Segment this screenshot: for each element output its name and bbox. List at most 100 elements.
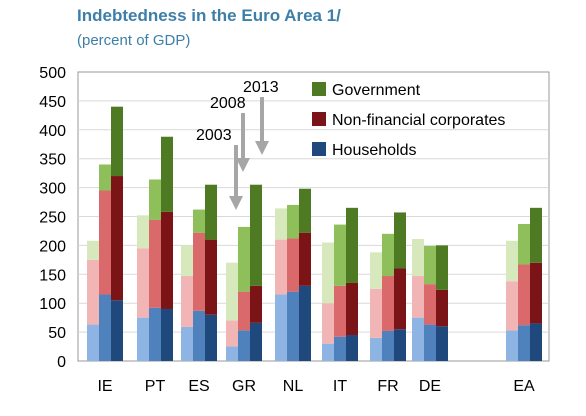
legend-swatch-government: [312, 82, 326, 96]
bar-fr-2003-government: [370, 252, 382, 289]
bar-gr-2003-households: [226, 346, 238, 361]
bar-ea-2013-households: [530, 323, 542, 361]
bar-ie-2008-households: [99, 294, 111, 361]
bar-es-2008-government: [193, 209, 205, 233]
bar-nl-2013-government: [299, 188, 311, 233]
annotation-2003: 2003: [196, 127, 232, 144]
bar-it-2003-government: [322, 242, 334, 304]
bar-nl-2003-non-financial-corporates: [275, 239, 287, 295]
bar-ea-2008-government: [518, 224, 530, 265]
bar-ea-2003-non-financial-corporates: [506, 281, 518, 331]
bar-es-2008-households: [193, 310, 205, 361]
y-tick-label: 150: [39, 267, 66, 284]
bar-de-2013-non-financial-corporates: [436, 289, 448, 327]
bar-de-2008-households: [424, 324, 436, 361]
bar-es-2013-households: [205, 314, 217, 361]
bar-es-2013-government: [205, 184, 217, 240]
x-axis-tick-labels: IE PT ES GR NL IT FR DE EA: [97, 378, 535, 395]
bar-it-2013-households: [346, 334, 358, 361]
bar-ea-2003-government: [506, 240, 518, 282]
y-tick-label: 250: [39, 210, 66, 227]
x-tick-label-de: DE: [419, 378, 441, 395]
bar-pt-2008-non-financial-corporates: [149, 219, 161, 308]
legend-swatch-households: [312, 142, 326, 156]
bar-ie-2008-non-financial-corporates: [99, 190, 111, 295]
bar-nl-2008-non-financial-corporates: [287, 238, 299, 292]
bar-ie-2013-households: [111, 300, 123, 361]
bar-ea-2003-households: [506, 330, 518, 361]
bar-de-2013-government: [436, 245, 448, 290]
bar-es-2003-non-financial-corporates: [181, 276, 193, 327]
bar-de-2003-non-financial-corporates: [412, 276, 424, 318]
bar-gr-2008-government: [238, 226, 250, 292]
x-tick-label-gr: GR: [232, 378, 256, 395]
bar-es-2008-non-financial-corporates: [193, 232, 205, 311]
bar-ie-2013-non-financial-corporates: [111, 176, 123, 301]
bar-it-2008-households: [334, 336, 346, 361]
x-tick-label-nl: NL: [283, 378, 304, 395]
y-tick-label: 50: [48, 325, 66, 342]
bar-fr-2008-non-financial-corporates: [382, 276, 394, 331]
bar-de-2008-government: [424, 245, 436, 285]
legend-label-government: Government: [332, 82, 421, 99]
bar-es-2003-government: [181, 245, 193, 277]
bar-it-2003-non-financial-corporates: [322, 303, 334, 344]
bar-gr-2008-households: [238, 330, 250, 361]
bar-nl-2008-government: [287, 204, 299, 239]
bar-es-2003-households: [181, 326, 193, 361]
bar-nl-2003-government: [275, 208, 287, 240]
x-tick-label-fr: FR: [377, 378, 398, 395]
bar-de-2003-government: [412, 239, 424, 277]
chart-subtitle: (percent of GDP): [77, 32, 191, 49]
y-tick-label: 350: [39, 152, 66, 169]
bar-gr-2013-households: [250, 322, 262, 361]
annotation-2013: 2013: [243, 79, 279, 96]
bar-de-2013-households: [436, 326, 448, 361]
y-tick-label: 450: [39, 94, 66, 111]
bar-pt-2013-government: [161, 136, 173, 212]
bar-nl-2013-households: [299, 285, 311, 361]
x-tick-label-ie: IE: [97, 378, 112, 395]
arrow-head-2003: [229, 196, 243, 210]
bar-fr-2008-households: [382, 330, 394, 361]
bar-fr-2013-households: [394, 329, 406, 361]
y-tick-label: 300: [39, 181, 66, 198]
bars: [87, 106, 542, 361]
bar-ie-2013-government: [111, 106, 123, 177]
bar-de-2003-households: [412, 317, 424, 361]
bar-ea-2013-non-financial-corporates: [530, 262, 542, 324]
y-tick-label: 500: [39, 65, 66, 82]
bar-ea-2008-non-financial-corporates: [518, 264, 530, 326]
bar-nl-2013-non-financial-corporates: [299, 232, 311, 286]
x-tick-label-it: IT: [333, 378, 347, 395]
bar-gr-2013-government: [250, 184, 262, 286]
bar-fr-2008-government: [382, 233, 394, 277]
bar-pt-2003-non-financial-corporates: [137, 248, 149, 318]
bar-ea-2008-households: [518, 325, 530, 361]
bar-gr-2013-non-financial-corporates: [250, 285, 262, 323]
bar-it-2013-non-financial-corporates: [346, 282, 358, 335]
bar-pt-2003-government: [137, 215, 149, 249]
bar-it-2003-households: [322, 343, 334, 361]
bar-nl-2003-households: [275, 294, 287, 361]
bar-pt-2008-households: [149, 307, 161, 361]
bar-es-2013-non-financial-corporates: [205, 239, 217, 315]
legend-swatch-nonfinancial: [312, 112, 326, 126]
bar-ie-2003-government: [87, 240, 99, 260]
legend-label-nonfinancial: Non-financial corporates: [332, 112, 505, 129]
chart-title: Indebtedness in the Euro Area 1/: [77, 6, 341, 25]
bar-nl-2008-households: [287, 291, 299, 361]
bar-ea-2013-government: [530, 207, 542, 263]
bar-fr-2013-non-financial-corporates: [394, 268, 406, 330]
bar-pt-2013-households: [161, 308, 173, 361]
bar-it-2008-non-financial-corporates: [334, 285, 346, 337]
bar-ie-2008-government: [99, 164, 111, 191]
bar-gr-2003-non-financial-corporates: [226, 320, 238, 347]
y-tick-label: 0: [57, 354, 66, 371]
legend: Government Non-financial corporates Hous…: [312, 82, 505, 159]
bar-gr-2008-non-financial-corporates: [238, 291, 250, 331]
bar-de-2008-non-financial-corporates: [424, 284, 436, 325]
x-tick-label-ea: EA: [513, 378, 535, 395]
bar-fr-2003-households: [370, 337, 382, 361]
